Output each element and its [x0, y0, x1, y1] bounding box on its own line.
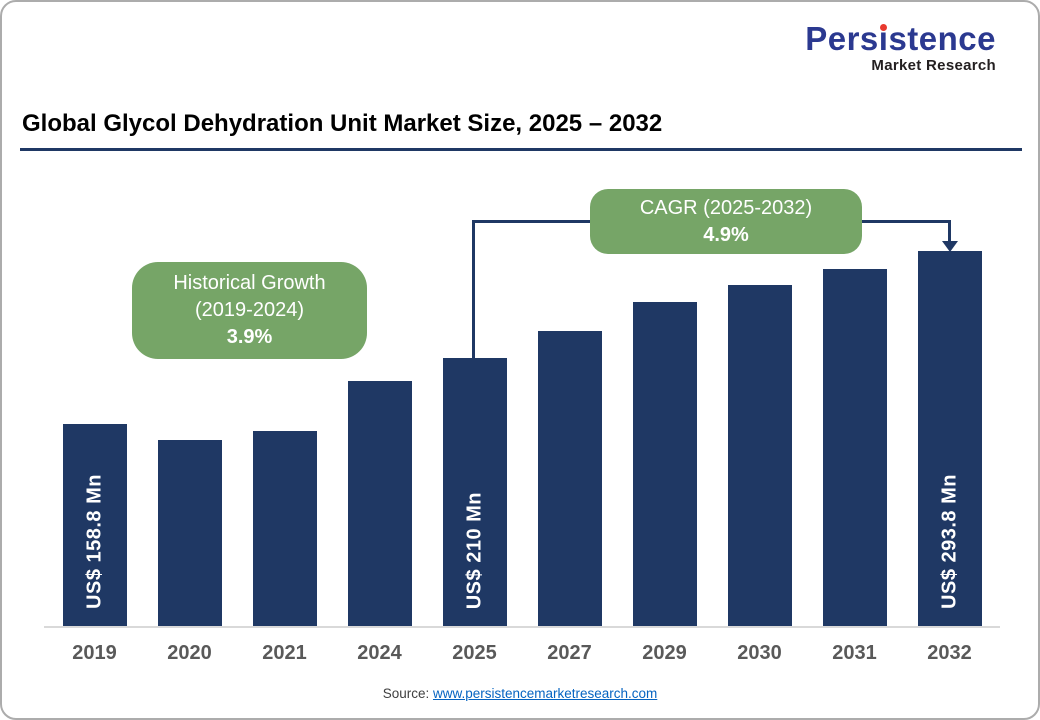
source-prefix: Source: [382, 686, 433, 701]
source-line: Source: www.persistencemarketresearch.co… [2, 686, 1038, 701]
logo-text-post: stence [888, 20, 996, 57]
cagr-value: 4.9% [703, 223, 749, 246]
x-axis-label-2031: 2031 [832, 642, 877, 664]
bar-value-label-2032: US$ 293.8 Mn [938, 474, 960, 609]
bar-2032: US$ 293.8 Mn [917, 251, 982, 627]
bar-2027 [537, 331, 602, 627]
bar-chart: US$ 158.8 Mn US$ 210 Mn US$ 293.8 Mn [47, 250, 997, 627]
bar-column-2030 [712, 285, 807, 627]
bar-column-2032: US$ 293.8 Mn [902, 251, 997, 627]
historical-growth-line2: (2019-2024) [195, 299, 304, 321]
historical-growth-line1: Historical Growth [173, 272, 326, 294]
x-axis-line [44, 626, 1000, 628]
bar-column-2024 [332, 381, 427, 627]
bar-column-2019: US$ 158.8 Mn [47, 424, 142, 627]
bar-column-2029 [617, 302, 712, 627]
connector-arrowhead-down-icon [942, 241, 958, 252]
x-axis-label-2025: 2025 [452, 642, 497, 664]
x-axis-labels: 2019 2020 2021 2024 2025 2027 2029 2030 2031 2032 [47, 642, 997, 665]
x-axis-label-2020: 2020 [167, 642, 212, 664]
title-divider [20, 148, 1022, 151]
bar-column-2027 [522, 331, 617, 627]
cagr-callout: CAGR (2025-2032) 4.9% [590, 189, 862, 254]
logo-text-pre: Pers [805, 20, 879, 57]
logo-wordmark: Persıstence [805, 22, 996, 55]
bar-2019: US$ 158.8 Mn [62, 424, 127, 627]
bar-2031 [822, 269, 887, 627]
bar-value-label-2019: US$ 158.8 Mn [83, 474, 105, 609]
x-axis-label-2029: 2029 [642, 642, 687, 664]
cagr-connector-horizontal-left [472, 220, 592, 223]
bar-column-2020 [142, 440, 237, 627]
x-axis-label-2024: 2024 [357, 642, 402, 664]
cagr-connector-horizontal-right [860, 220, 951, 223]
cagr-line1: CAGR (2025-2032) [639, 196, 813, 219]
bar-2029 [632, 302, 697, 627]
bar-column-2025: US$ 210 Mn [427, 358, 522, 627]
cagr-connector-vertical-left [472, 220, 475, 360]
bar-value-label-2025: US$ 210 Mn [463, 491, 485, 609]
bar-2020 [157, 440, 222, 627]
logo-tagline: Market Research [871, 57, 996, 74]
x-axis-label-2021: 2021 [262, 642, 307, 664]
bar-column-2021 [237, 431, 332, 627]
historical-growth-callout: Historical Growth (2019-2024) 3.9% [132, 262, 367, 359]
bar-2030 [727, 285, 792, 627]
bar-2024 [347, 381, 412, 627]
x-axis-label-2032: 2032 [927, 642, 972, 664]
bar-2025: US$ 210 Mn [442, 358, 507, 627]
x-axis-label-2019: 2019 [72, 642, 117, 664]
chart-title: Global Glycol Dehydration Unit Market Si… [22, 110, 663, 137]
logo-i-red-dot-icon: ı [878, 20, 889, 57]
logo: Persıstence Market Research [805, 22, 996, 73]
bar-column-2031 [807, 269, 902, 627]
bar-2021 [252, 431, 317, 627]
historical-growth-value: 3.9% [226, 326, 273, 348]
x-axis-label-2030: 2030 [737, 642, 782, 664]
cagr-connector-vertical-right [948, 220, 951, 242]
source-link[interactable]: www.persistencemarketresearch.com [432, 686, 658, 701]
x-axis-label-2027: 2027 [547, 642, 592, 664]
